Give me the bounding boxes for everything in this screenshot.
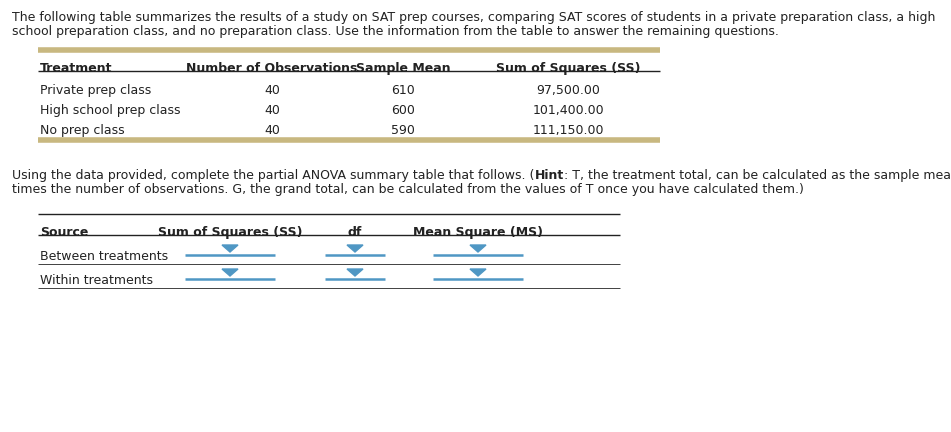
Text: Mean Square (MS): Mean Square (MS) bbox=[413, 226, 543, 239]
Text: school preparation class, and no preparation class. Use the information from the: school preparation class, and no prepara… bbox=[12, 25, 779, 38]
Text: df: df bbox=[348, 226, 362, 239]
Text: Hint: Hint bbox=[534, 169, 564, 182]
Text: No prep class: No prep class bbox=[40, 124, 125, 137]
Polygon shape bbox=[347, 269, 363, 276]
Text: times the number of observations. G, the grand total, can be calculated from the: times the number of observations. G, the… bbox=[12, 183, 804, 196]
Polygon shape bbox=[470, 245, 486, 252]
Text: Sum of Squares (SS): Sum of Squares (SS) bbox=[158, 226, 302, 239]
Polygon shape bbox=[470, 269, 486, 276]
Text: 40: 40 bbox=[264, 84, 280, 97]
Text: High school prep class: High school prep class bbox=[40, 104, 181, 117]
Polygon shape bbox=[222, 245, 238, 252]
Text: 610: 610 bbox=[391, 84, 415, 97]
Polygon shape bbox=[222, 269, 238, 276]
Polygon shape bbox=[347, 245, 363, 252]
Text: Treatment: Treatment bbox=[40, 62, 112, 75]
Text: 600: 600 bbox=[391, 104, 415, 117]
Text: Private prep class: Private prep class bbox=[40, 84, 151, 97]
Text: Sample Mean: Sample Mean bbox=[356, 62, 451, 75]
Text: Between treatments: Between treatments bbox=[40, 250, 168, 263]
Text: The following table summarizes the results of a study on SAT prep courses, compa: The following table summarizes the resul… bbox=[12, 11, 936, 24]
Text: Using the data provided, complete the partial ANOVA summary table that follows. : Using the data provided, complete the pa… bbox=[12, 169, 534, 182]
Text: 40: 40 bbox=[264, 104, 280, 117]
Text: 590: 590 bbox=[391, 124, 415, 137]
Text: : T, the treatment total, can be calculated as the sample mean: : T, the treatment total, can be calcula… bbox=[564, 169, 951, 182]
Text: Sum of Squares (SS): Sum of Squares (SS) bbox=[495, 62, 640, 75]
Text: 40: 40 bbox=[264, 124, 280, 137]
Text: Source: Source bbox=[40, 226, 88, 239]
Text: Within treatments: Within treatments bbox=[40, 274, 153, 287]
Text: Number of Observations: Number of Observations bbox=[186, 62, 358, 75]
Text: 97,500.00: 97,500.00 bbox=[536, 84, 600, 97]
Text: 101,400.00: 101,400.00 bbox=[533, 104, 604, 117]
Text: 111,150.00: 111,150.00 bbox=[533, 124, 604, 137]
